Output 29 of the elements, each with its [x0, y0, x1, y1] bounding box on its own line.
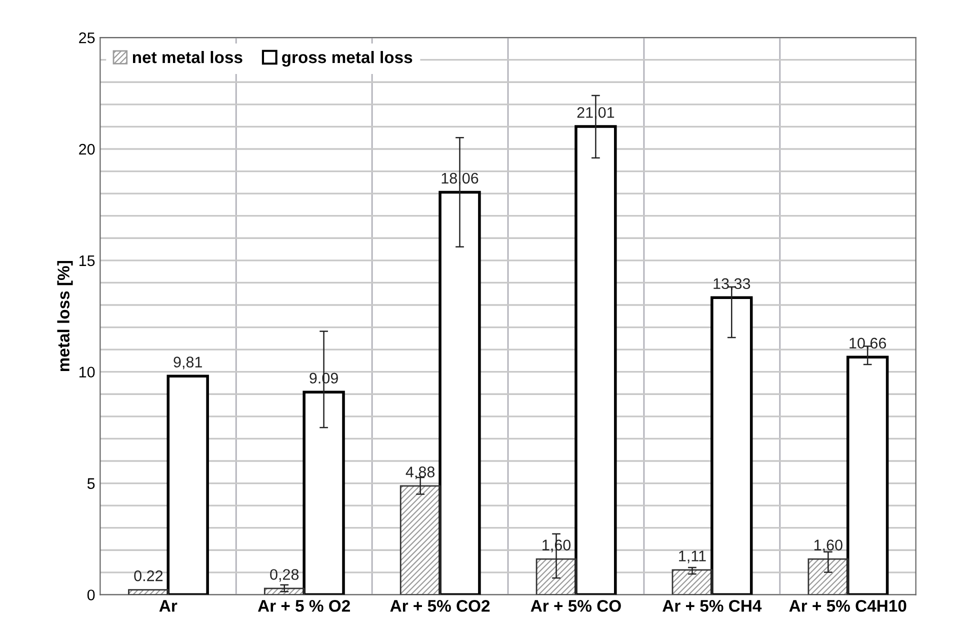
y-tick-label: 15: [79, 255, 95, 266]
data-label: 1,11: [679, 550, 706, 564]
y-tick-label: 25: [79, 32, 95, 44]
bar: [166, 374, 209, 595]
bar: [710, 296, 753, 595]
data-label: 4,88: [406, 466, 435, 480]
x-tick-label: Ar + 5% CO2: [390, 600, 490, 612]
y-tick-label: 20: [79, 144, 95, 155]
x-tick-label: Ar + 5% C4H10: [789, 600, 906, 612]
bar: [846, 356, 889, 595]
bar: [302, 390, 345, 595]
legend-label: net metal loss: [132, 50, 242, 64]
x-tick-label: Ar + 5% CO: [530, 600, 621, 612]
y-axis-title: metal loss [%]: [57, 261, 73, 372]
data-label: 10,66: [850, 338, 886, 350]
bar: [438, 190, 481, 595]
data-label: 0.22: [134, 570, 163, 582]
x-tick-label: Ar: [159, 600, 178, 612]
data-label: 0,28: [270, 569, 299, 582]
x-tick-label: Ar + 5 % O2: [258, 600, 350, 612]
legend-label: gross metal loss: [282, 50, 412, 67]
x-tick-label: Ar + 5% CH4: [662, 600, 762, 612]
y-tick-label: 10: [79, 366, 95, 378]
bar: [574, 125, 617, 595]
y-tick-label: 0: [87, 590, 95, 600]
data-label: 1,60: [814, 540, 842, 552]
data-label: 13,33: [714, 278, 750, 291]
data-label: 9,81: [174, 356, 202, 370]
y-tick-label: 5: [87, 478, 95, 489]
